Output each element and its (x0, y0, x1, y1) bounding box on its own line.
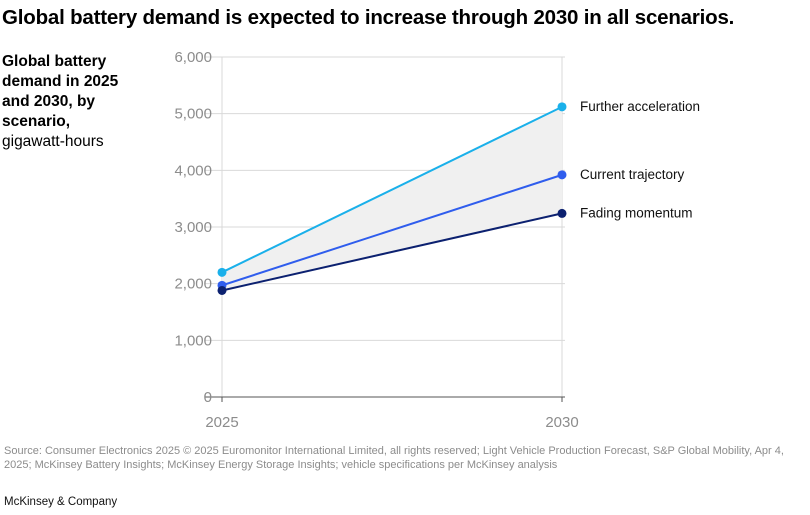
scenario-range-area (222, 106, 562, 291)
data-point (557, 208, 567, 218)
x-tick-label: 2025 (205, 414, 238, 431)
series-line (221, 173, 563, 287)
line-chart: 0 1,000 2,000 3,000 4,000 5,000 6,000 2025 2030 F… (174, 49, 700, 431)
range-fill (222, 106, 562, 291)
axes (205, 396, 565, 402)
y-tick-label: 2,000 (174, 276, 212, 293)
y-tick-label: 6,000 (174, 49, 212, 66)
data-point (217, 267, 227, 277)
y-tick-label: 0 (204, 389, 212, 406)
y-tick-label: 3,000 (174, 219, 212, 236)
brand-logo-text: McKinsey & Company (4, 496, 118, 508)
y-tick-label: 4,000 (174, 162, 212, 179)
data-point (557, 170, 567, 180)
chart-title: Global battery demand is expected to inc… (2, 6, 735, 29)
y-tick-label: 1,000 (174, 332, 212, 349)
series-label: Fading momentum (580, 205, 693, 220)
y-axis-label-unit: gigawatt-hours (2, 133, 104, 150)
y-axis-label-title: Global battery demand in 2025 and 2030, … (2, 53, 119, 130)
y-tick-label: 5,000 (174, 106, 212, 123)
data-point (557, 102, 567, 112)
data-point (217, 285, 227, 295)
series-lines (217, 102, 567, 295)
series-label: Further acceleration (580, 99, 700, 114)
source-note: Source: Consumer Electronics 2025 © 2025… (4, 445, 784, 471)
labels: 0 1,000 2,000 3,000 4,000 5,000 6,000 2025 2030 F… (174, 49, 700, 431)
series-line (221, 212, 563, 292)
y-axis-label: Global battery demand in 2025 and 2030, … (2, 52, 142, 152)
series-label: Current trajectory (580, 167, 685, 182)
series-line (221, 105, 563, 274)
x-tick-label: 2030 (545, 414, 578, 431)
